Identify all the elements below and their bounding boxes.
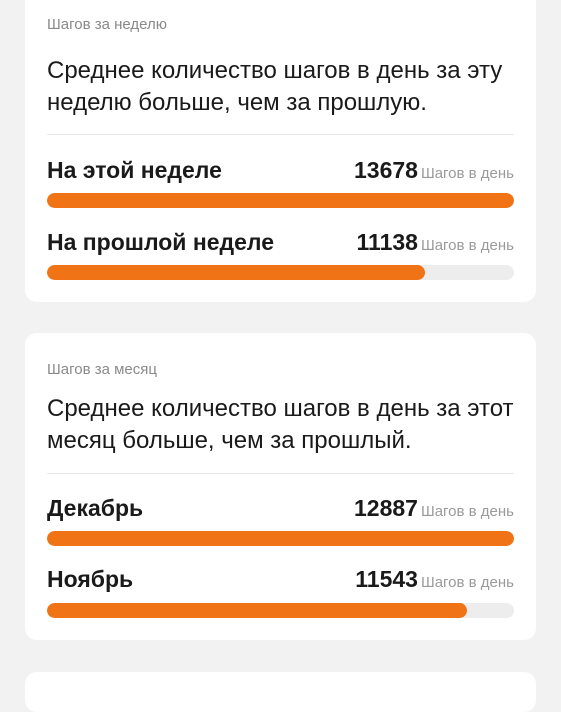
weekly-summary-text: Среднее количество шагов в день за эту н… — [47, 57, 503, 116]
last-week-value-group: 11138 Шагов в день — [357, 229, 514, 256]
this-week-progress-fill — [47, 193, 514, 208]
this-week-steps: 13678 — [353, 157, 418, 183]
last-week-label: На прошлой неделе — [47, 229, 275, 255]
november-value-group: 11543 Шагов в день — [355, 566, 514, 593]
november-label: Ноябрь — [47, 566, 134, 592]
this-week-unit: Шагов в день — [420, 165, 514, 182]
this-week-value-group: 13678 Шагов в день — [354, 157, 514, 184]
november-progress-bar — [47, 603, 514, 618]
december-row: Декабрь 12887 Шагов в день — [47, 492, 514, 522]
last-week-progress-bar — [47, 265, 514, 280]
weekly-steps-card[interactable]: Шагов за неделю Среднее количество шагов… — [25, 0, 536, 302]
december-label: Декабрь — [47, 495, 144, 521]
monthly-card-title: Шагов за месяц — [47, 361, 157, 378]
november-row: Ноябрь 11543 Шагов в день — [47, 563, 514, 593]
this-week-label: На этой неделе — [47, 157, 222, 183]
december-steps: 12887 — [353, 495, 418, 521]
last-week-row: На прошлой неделе 11138 Шагов в день — [47, 226, 514, 256]
december-progress-fill — [47, 531, 514, 546]
this-week-progress-bar — [47, 193, 514, 208]
last-week-progress-fill — [47, 265, 426, 280]
november-steps: 11543 — [355, 566, 418, 592]
weekly-divider — [47, 134, 514, 135]
november-progress-fill — [47, 603, 468, 618]
monthly-steps-card[interactable]: Шагов за месяц Среднее количество шагов … — [25, 333, 536, 640]
december-progress-bar — [47, 531, 514, 546]
december-value-group: 12887 Шагов в день — [354, 495, 514, 522]
december-unit: Шагов в день — [420, 503, 514, 520]
last-week-steps: 11138 — [356, 229, 418, 255]
next-card-partial — [25, 672, 536, 712]
november-unit: Шагов в день — [420, 574, 514, 591]
monthly-summary-text: Среднее количество шагов в день за этот … — [47, 395, 514, 454]
last-week-unit: Шагов в день — [420, 237, 514, 254]
weekly-card-title: Шагов за неделю — [47, 16, 167, 33]
this-week-row: На этой неделе 13678 Шагов в день — [47, 154, 514, 184]
monthly-divider — [47, 473, 514, 474]
